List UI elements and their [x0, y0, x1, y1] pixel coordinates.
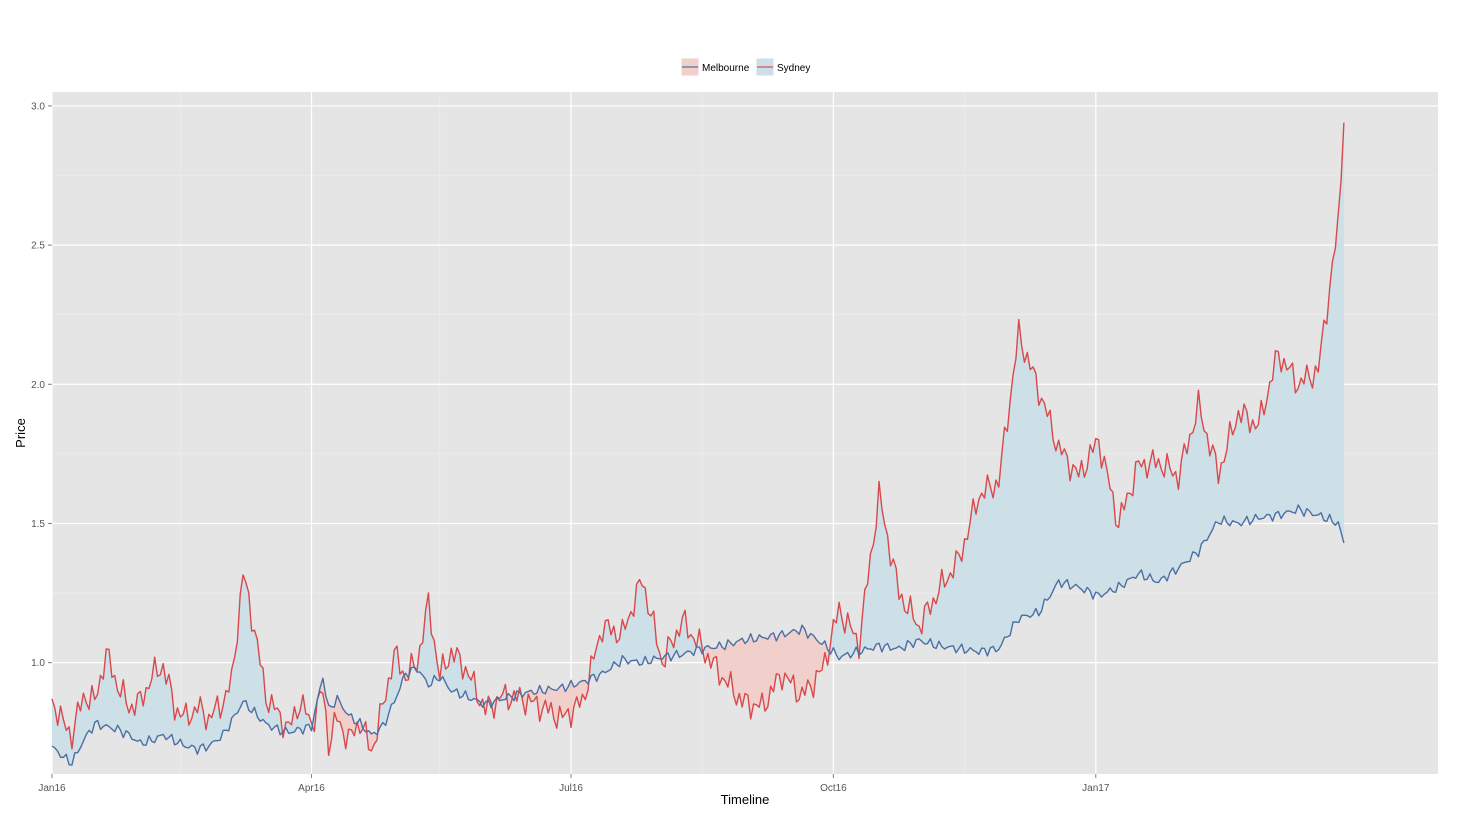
x-tick-label: Jul16	[559, 783, 583, 794]
legend-label: Sydney	[777, 63, 810, 74]
difference-ribbons	[52, 122, 1344, 765]
y-tick-label: 1.0	[31, 658, 45, 669]
x-axis: Jan16 Apr16 Jul16 Oct16 Jan17	[38, 774, 1110, 794]
sydney-higher-ribbon	[379, 646, 405, 728]
sydney-higher-ribbon	[591, 579, 662, 682]
y-tick-label: 2.0	[31, 380, 45, 391]
sydney-higher-ribbon	[861, 122, 1344, 656]
legend-label: Melbourne	[702, 63, 750, 74]
melbourne-line	[51, 504, 1345, 766]
sydney-higher-ribbon	[52, 574, 283, 765]
x-tick-label: Jan17	[1082, 783, 1110, 794]
y-tick-label: 2.5	[31, 241, 45, 252]
sydney-higher-ribbon	[411, 592, 477, 701]
sydney-line	[51, 122, 1345, 757]
minor-gridlines	[52, 92, 1438, 774]
series-lines	[51, 122, 1345, 766]
x-tick-label: Oct16	[820, 783, 847, 794]
x-tick-label: Jan16	[38, 783, 66, 794]
y-axis-title: Price	[13, 418, 28, 448]
y-tick-label: 3.0	[31, 101, 45, 112]
y-tick-label: 1.5	[31, 519, 45, 530]
melbourne-higher-ribbon	[705, 625, 830, 719]
melbourne-higher-ribbon	[368, 730, 378, 751]
x-tick-label: Apr16	[298, 783, 325, 794]
x-axis-title: Timeline	[721, 792, 770, 807]
y-axis: 1.0 1.5 2.0 2.5 3.0	[31, 101, 52, 669]
legend: Melbourne Sydney	[680, 57, 810, 77]
sydney-higher-ribbon	[668, 610, 697, 661]
